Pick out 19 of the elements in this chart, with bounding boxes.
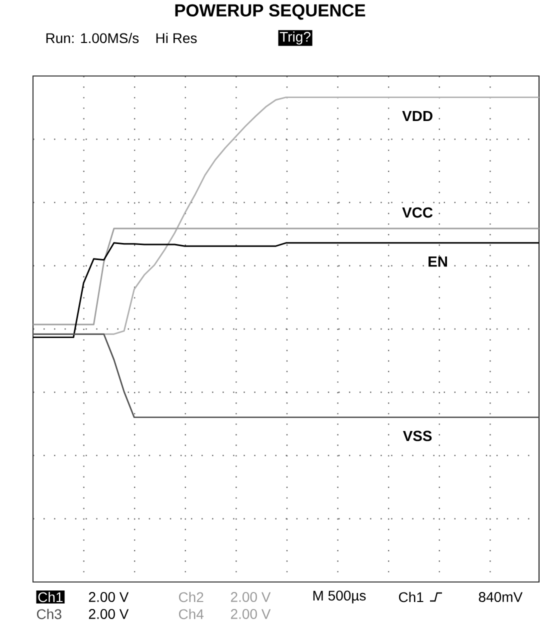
text: 840mV bbox=[478, 592, 523, 602]
text: Ch2 bbox=[178, 592, 204, 602]
text: 2.00 V bbox=[88, 592, 129, 602]
text: M 500µs bbox=[313, 590, 366, 604]
text: Ch1 bbox=[398, 592, 424, 602]
text: Run: 1.00MS/s bbox=[46, 32, 139, 44]
series-label: VCC bbox=[402, 207, 433, 218]
text: Hi Res bbox=[156, 32, 197, 44]
series-label: VSS bbox=[402, 430, 432, 442]
text: 2.00 V bbox=[88, 609, 129, 619]
text: Ch1 bbox=[38, 592, 63, 602]
text: Ch3 bbox=[36, 608, 62, 620]
text: Trig? bbox=[280, 31, 310, 45]
text: 2.00 V bbox=[230, 609, 271, 619]
series-label: EN bbox=[428, 256, 447, 267]
text: 2.00 V bbox=[230, 592, 271, 602]
chart-title: POWERUP SEQUENCE bbox=[175, 4, 366, 20]
series-label: VDD bbox=[402, 110, 432, 122]
text: Ch4 bbox=[178, 608, 204, 620]
